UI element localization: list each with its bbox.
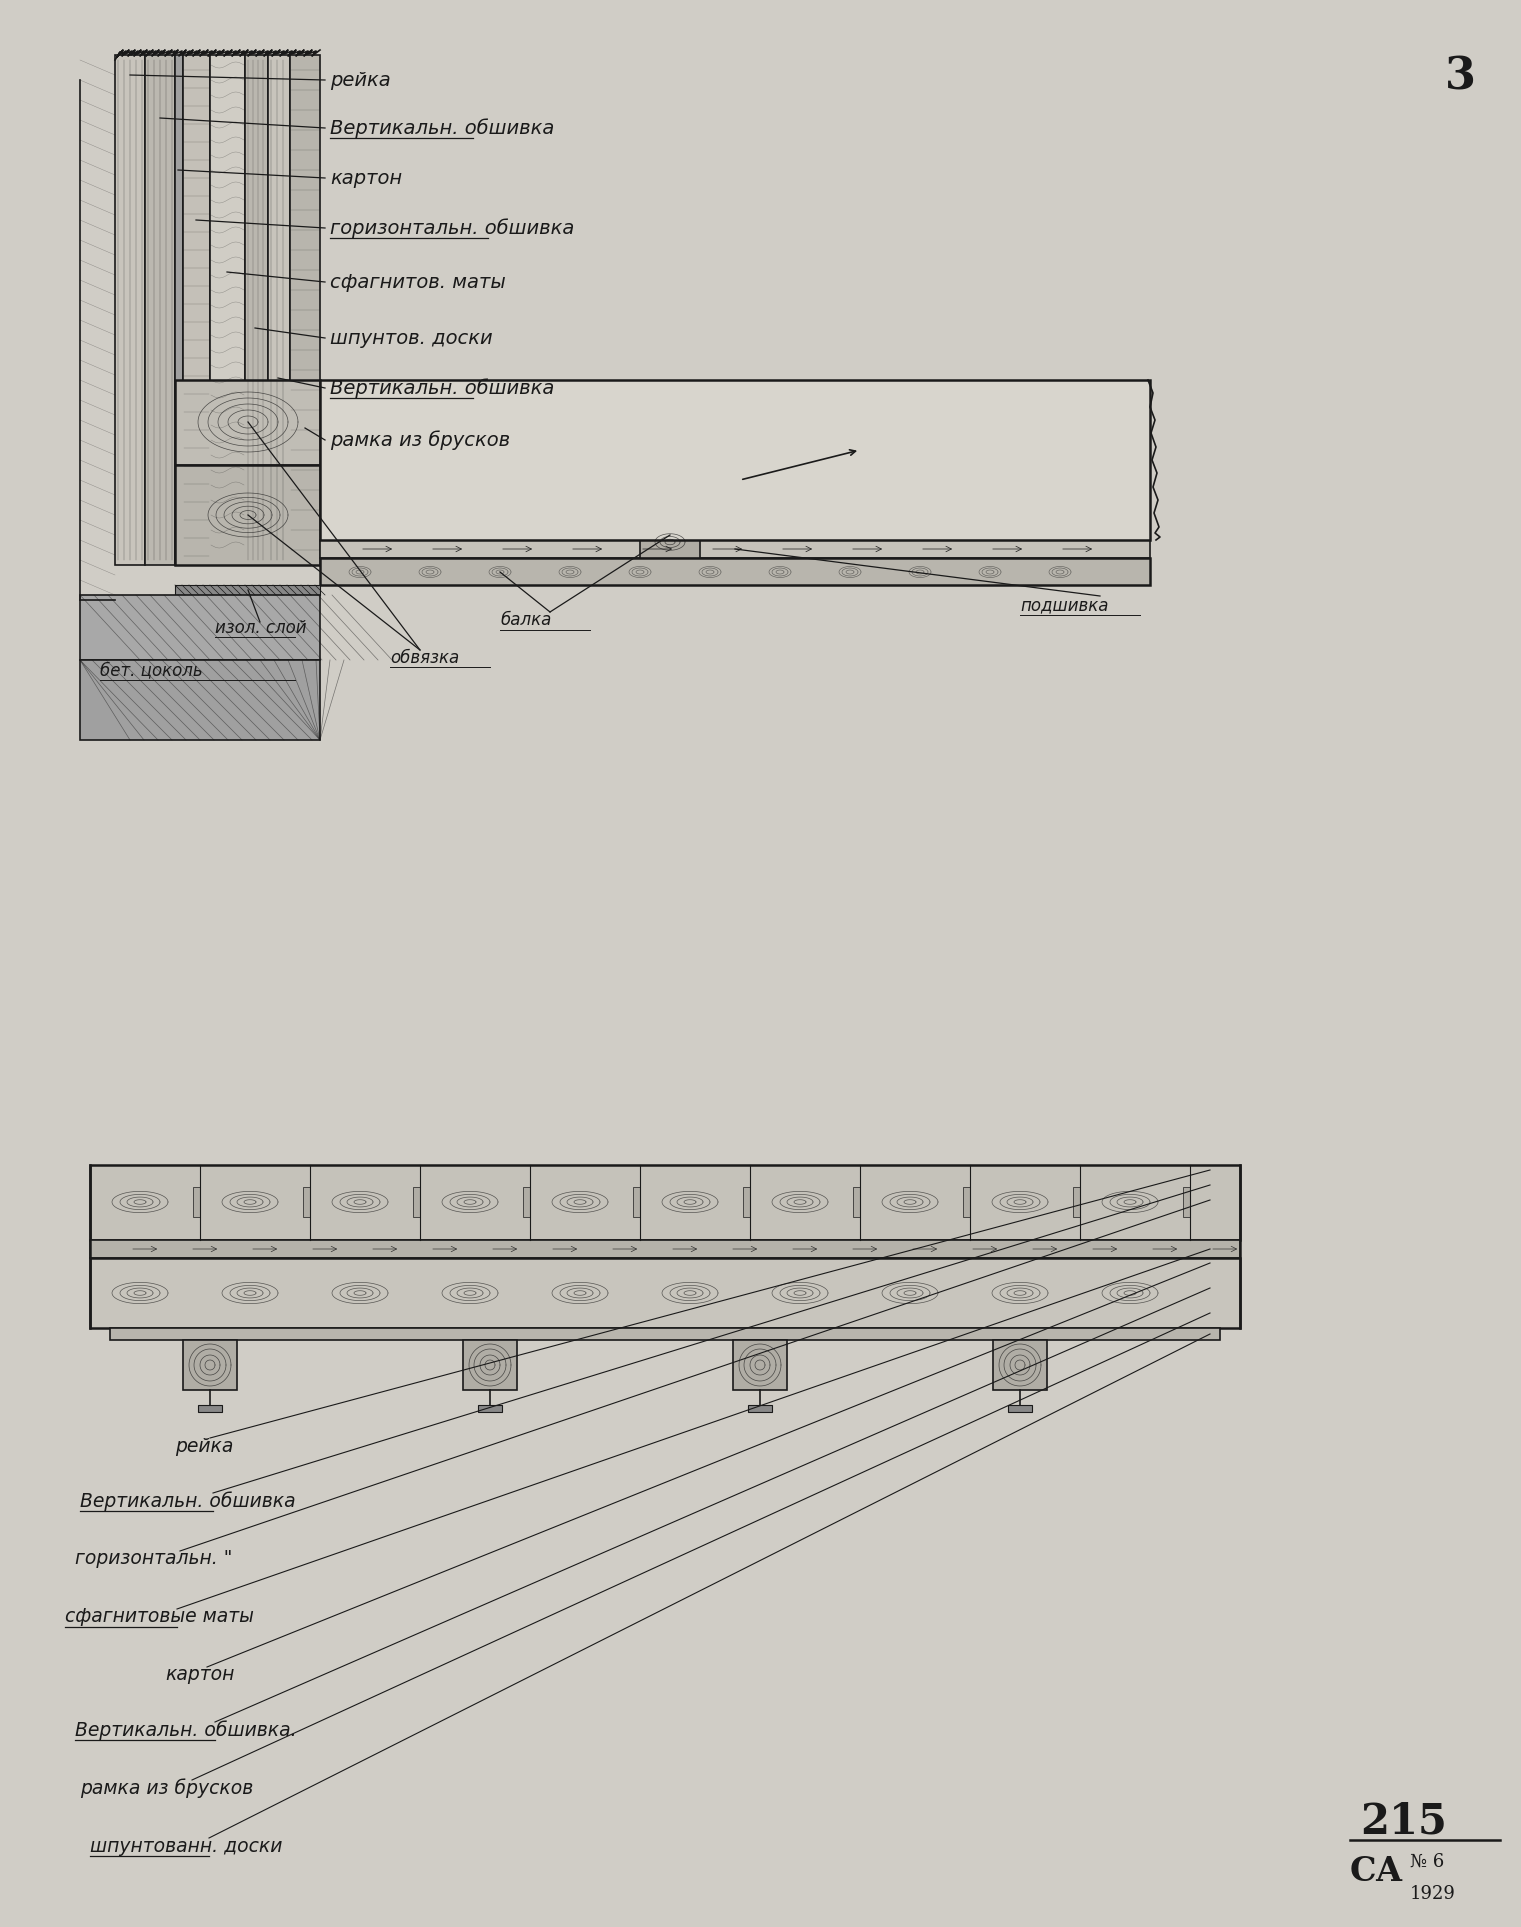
Text: горизонтальн. обшивка: горизонтальн. обшивка	[330, 218, 575, 237]
Text: № 6: № 6	[1410, 1854, 1445, 1871]
Polygon shape	[993, 1339, 1046, 1389]
Polygon shape	[1072, 1187, 1080, 1218]
Polygon shape	[183, 56, 210, 565]
Polygon shape	[210, 56, 245, 565]
Polygon shape	[175, 56, 183, 565]
Text: Вертикальн. обшивка: Вертикальн. обшивка	[81, 1491, 295, 1511]
Text: шпунтованн. доски: шпунтованн. доски	[90, 1836, 283, 1856]
Polygon shape	[90, 1258, 1240, 1328]
Text: Вертикальн. обшивка: Вертикальн. обшивка	[330, 118, 554, 139]
Text: рамка из брусков: рамка из брусков	[330, 430, 510, 449]
Text: рейка: рейка	[175, 1436, 233, 1455]
Text: шпунтов. доски: шпунтов. доски	[330, 328, 493, 347]
Polygon shape	[291, 56, 319, 565]
Polygon shape	[245, 56, 268, 565]
Polygon shape	[1183, 1187, 1189, 1218]
Text: Вертикальн. обшивка: Вертикальн. обшивка	[330, 378, 554, 397]
Polygon shape	[183, 1339, 237, 1389]
Text: обвязка: обвязка	[389, 649, 459, 667]
Polygon shape	[198, 1405, 222, 1412]
Text: рамка из брусков: рамка из брусков	[81, 1779, 254, 1798]
Polygon shape	[193, 1187, 199, 1218]
Text: горизонтальн. ": горизонтальн. "	[75, 1549, 233, 1569]
Polygon shape	[303, 1187, 310, 1218]
Polygon shape	[733, 1339, 786, 1389]
Polygon shape	[116, 56, 144, 565]
Polygon shape	[175, 380, 319, 464]
Text: 215: 215	[1360, 1800, 1446, 1842]
Text: сфагнитовые маты: сфагнитовые маты	[65, 1607, 254, 1626]
Text: изол. слой: изол. слой	[214, 619, 307, 638]
Text: рейка: рейка	[330, 71, 391, 89]
Polygon shape	[633, 1187, 640, 1218]
Polygon shape	[110, 1328, 1220, 1339]
Text: картон: картон	[330, 168, 402, 187]
Polygon shape	[319, 540, 1150, 559]
Text: бет. цоколь: бет. цоколь	[100, 661, 202, 678]
Polygon shape	[175, 586, 319, 595]
Text: сфагнитов. маты: сфагнитов. маты	[330, 272, 506, 291]
Text: балка: балка	[500, 611, 552, 628]
Text: 3: 3	[1445, 56, 1475, 98]
Text: СА: СА	[1351, 1856, 1404, 1888]
Polygon shape	[144, 56, 175, 565]
Text: картон: картон	[164, 1665, 234, 1684]
Polygon shape	[319, 559, 1150, 586]
Polygon shape	[640, 524, 700, 559]
Text: 1929: 1929	[1410, 1885, 1456, 1904]
Polygon shape	[853, 1187, 859, 1218]
Polygon shape	[175, 464, 319, 565]
Polygon shape	[478, 1405, 502, 1412]
Polygon shape	[462, 1339, 517, 1389]
Polygon shape	[414, 1187, 420, 1218]
Polygon shape	[81, 595, 319, 661]
Polygon shape	[90, 1239, 1240, 1258]
Polygon shape	[90, 1166, 1240, 1239]
Polygon shape	[748, 1405, 773, 1412]
Polygon shape	[523, 1187, 529, 1218]
Polygon shape	[742, 1187, 750, 1218]
Polygon shape	[268, 56, 291, 565]
Polygon shape	[963, 1187, 970, 1218]
Polygon shape	[319, 380, 1150, 540]
Text: подшивка: подшивка	[1021, 595, 1109, 615]
Polygon shape	[81, 661, 319, 740]
Polygon shape	[1008, 1405, 1033, 1412]
Text: Вертикальн. обшивка.: Вертикальн. обшивка.	[75, 1721, 297, 1740]
